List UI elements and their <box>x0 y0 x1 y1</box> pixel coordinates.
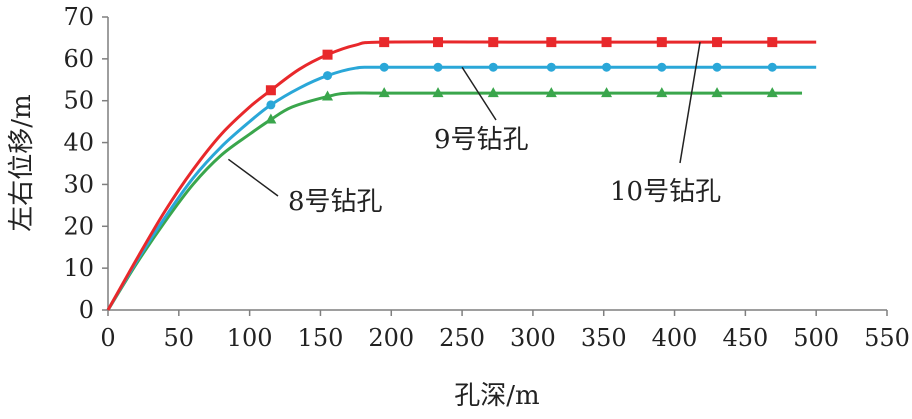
x-axis-title: 孔深/m <box>454 381 539 411</box>
x-tick-label: 0 <box>100 324 115 352</box>
square-marker <box>322 49 333 60</box>
x-tick-label: 250 <box>439 324 485 352</box>
annotation-leader <box>227 158 279 197</box>
x-tick-label: 150 <box>298 324 344 352</box>
y-tick-label: 0 <box>79 296 94 324</box>
square-marker <box>656 37 667 48</box>
square-marker <box>488 37 499 48</box>
series-label: 9号钻孔 <box>434 125 529 155</box>
triangle-marker <box>322 90 334 101</box>
x-tick-label: 300 <box>510 324 556 352</box>
y-tick-label: 20 <box>63 212 94 240</box>
circle-marker <box>379 62 389 72</box>
triangle-marker <box>656 87 668 98</box>
triangle-marker <box>601 87 613 98</box>
x-tick-label: 100 <box>227 324 273 352</box>
triangle-marker <box>766 87 778 98</box>
circle-marker <box>657 62 667 72</box>
x-tick-label: 500 <box>793 324 839 352</box>
square-marker <box>379 37 390 48</box>
square-marker <box>433 37 444 48</box>
circle-marker <box>266 100 276 110</box>
circle-marker <box>767 62 777 72</box>
series-line-3 <box>106 40 817 311</box>
series-annotations: 8号钻孔 9号钻孔 10号钻孔 <box>227 41 721 217</box>
series-lines <box>106 40 817 311</box>
series-markers <box>265 37 778 124</box>
triangle-marker <box>487 87 499 98</box>
circle-marker <box>602 62 612 72</box>
y-tick-label: 50 <box>63 87 94 115</box>
triangle-marker <box>378 87 390 98</box>
annotation-leader <box>679 41 701 164</box>
circle-marker <box>712 62 722 72</box>
x-tick-label: 400 <box>652 324 698 352</box>
x-tick-label: 550 <box>864 324 910 352</box>
y-tick-label: 70 <box>63 3 94 31</box>
x-tick-label: 50 <box>164 324 195 352</box>
series-line-2 <box>106 65 817 311</box>
circle-marker <box>323 71 333 81</box>
y-tick-label: 60 <box>63 45 94 73</box>
triangle-marker <box>711 87 723 98</box>
axes: 0 10 20 30 40 50 60 70 0 50 100 150 200 250 300 350 400 4… <box>63 3 909 352</box>
y-tick-label: 10 <box>63 254 94 282</box>
triangle-marker <box>432 87 444 98</box>
square-marker <box>265 85 276 96</box>
triangle-marker <box>265 113 277 124</box>
circle-marker <box>433 62 443 72</box>
annotation-leader <box>461 66 497 121</box>
square-marker <box>712 37 723 48</box>
square-marker <box>546 37 557 48</box>
square-marker <box>767 37 778 48</box>
y-axis-title: 左右位移/m <box>7 94 37 231</box>
x-tick-label: 450 <box>722 324 768 352</box>
y-tick-label: 40 <box>63 129 94 157</box>
x-tick-label: 350 <box>581 324 627 352</box>
series-label: 8号钻孔 <box>288 187 383 217</box>
y-tick-label: 30 <box>63 170 94 198</box>
triangle-marker <box>545 87 557 98</box>
square-marker <box>601 37 612 48</box>
series-line-1 <box>106 91 803 311</box>
series-label: 10号钻孔 <box>610 177 721 207</box>
x-tick-label: 200 <box>368 324 414 352</box>
circle-marker <box>546 62 556 72</box>
circle-marker <box>488 62 498 72</box>
